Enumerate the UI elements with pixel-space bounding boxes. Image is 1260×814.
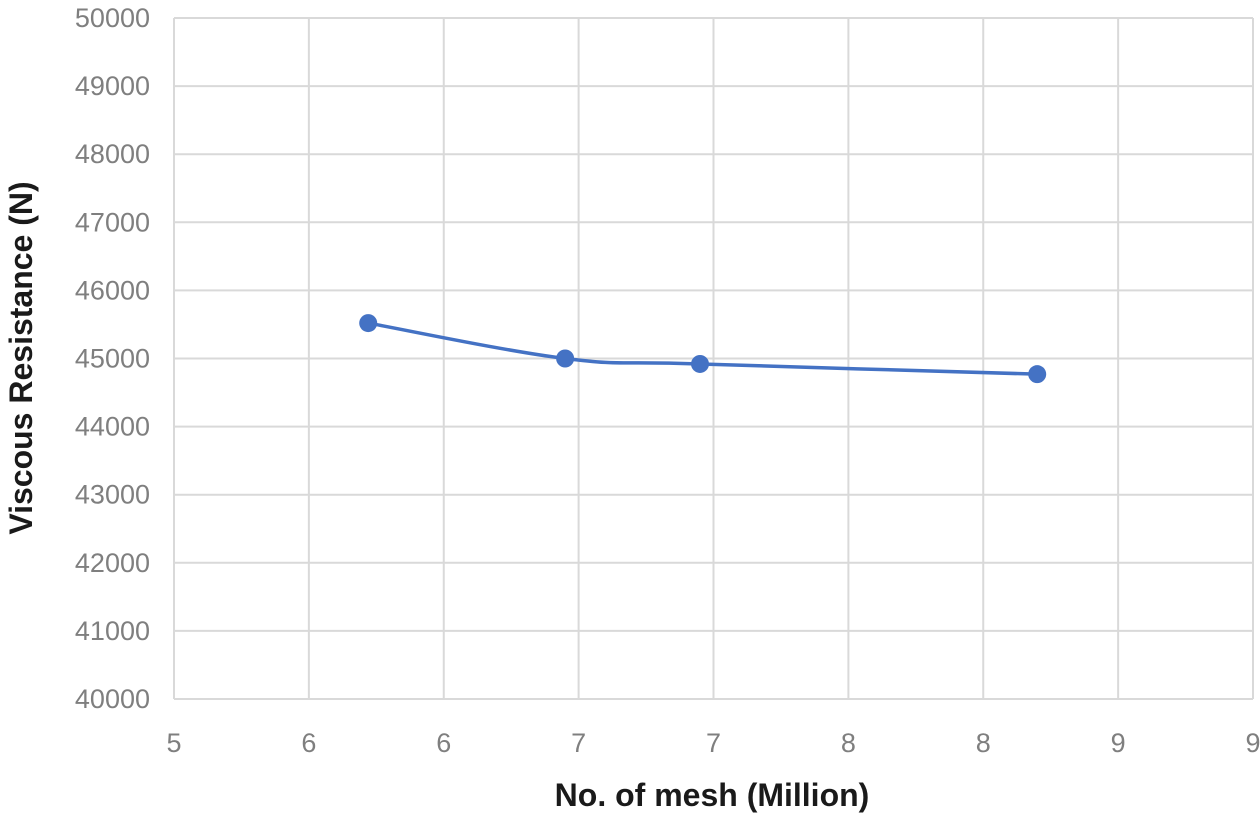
x-tick-label: 8 bbox=[841, 728, 856, 758]
data-point bbox=[359, 314, 378, 333]
y-tick-label: 50000 bbox=[75, 3, 150, 33]
y-axis-ticks: 40000 41000 42000 43000 44000 45000 46000 47000… bbox=[75, 3, 150, 714]
x-tick-label: 6 bbox=[436, 728, 451, 758]
y-tick-label: 44000 bbox=[75, 412, 150, 442]
x-tick-label: 7 bbox=[571, 728, 586, 758]
y-tick-label: 43000 bbox=[75, 480, 150, 510]
data-point bbox=[691, 354, 710, 373]
x-tick-label: 8 bbox=[976, 728, 991, 758]
x-tick-label: 9 bbox=[1245, 728, 1260, 758]
x-tick-label: 7 bbox=[706, 728, 721, 758]
y-tick-label: 41000 bbox=[75, 616, 150, 646]
y-tick-label: 46000 bbox=[75, 275, 150, 305]
y-axis-title: Viscous Resistance (N) bbox=[3, 181, 39, 534]
y-tick-label: 45000 bbox=[75, 344, 150, 374]
grid bbox=[173, 17, 1254, 700]
y-tick-label: 42000 bbox=[75, 548, 150, 578]
series-layer bbox=[359, 314, 1047, 384]
y-tick-label: 40000 bbox=[75, 684, 150, 714]
y-tick-label: 48000 bbox=[75, 139, 150, 169]
data-point bbox=[1028, 365, 1047, 384]
series-line bbox=[367, 321, 1038, 376]
x-axis-title: No. of mesh (Million) bbox=[555, 777, 870, 813]
y-tick-label: 49000 bbox=[75, 71, 150, 101]
x-tick-label: 9 bbox=[1111, 728, 1126, 758]
data-point bbox=[556, 349, 575, 368]
x-tick-label: 6 bbox=[301, 728, 316, 758]
x-tick-label: 5 bbox=[166, 728, 181, 758]
y-tick-label: 47000 bbox=[75, 207, 150, 237]
x-axis-ticks: 5 6 6 7 7 8 8 9 9 bbox=[166, 728, 1260, 758]
